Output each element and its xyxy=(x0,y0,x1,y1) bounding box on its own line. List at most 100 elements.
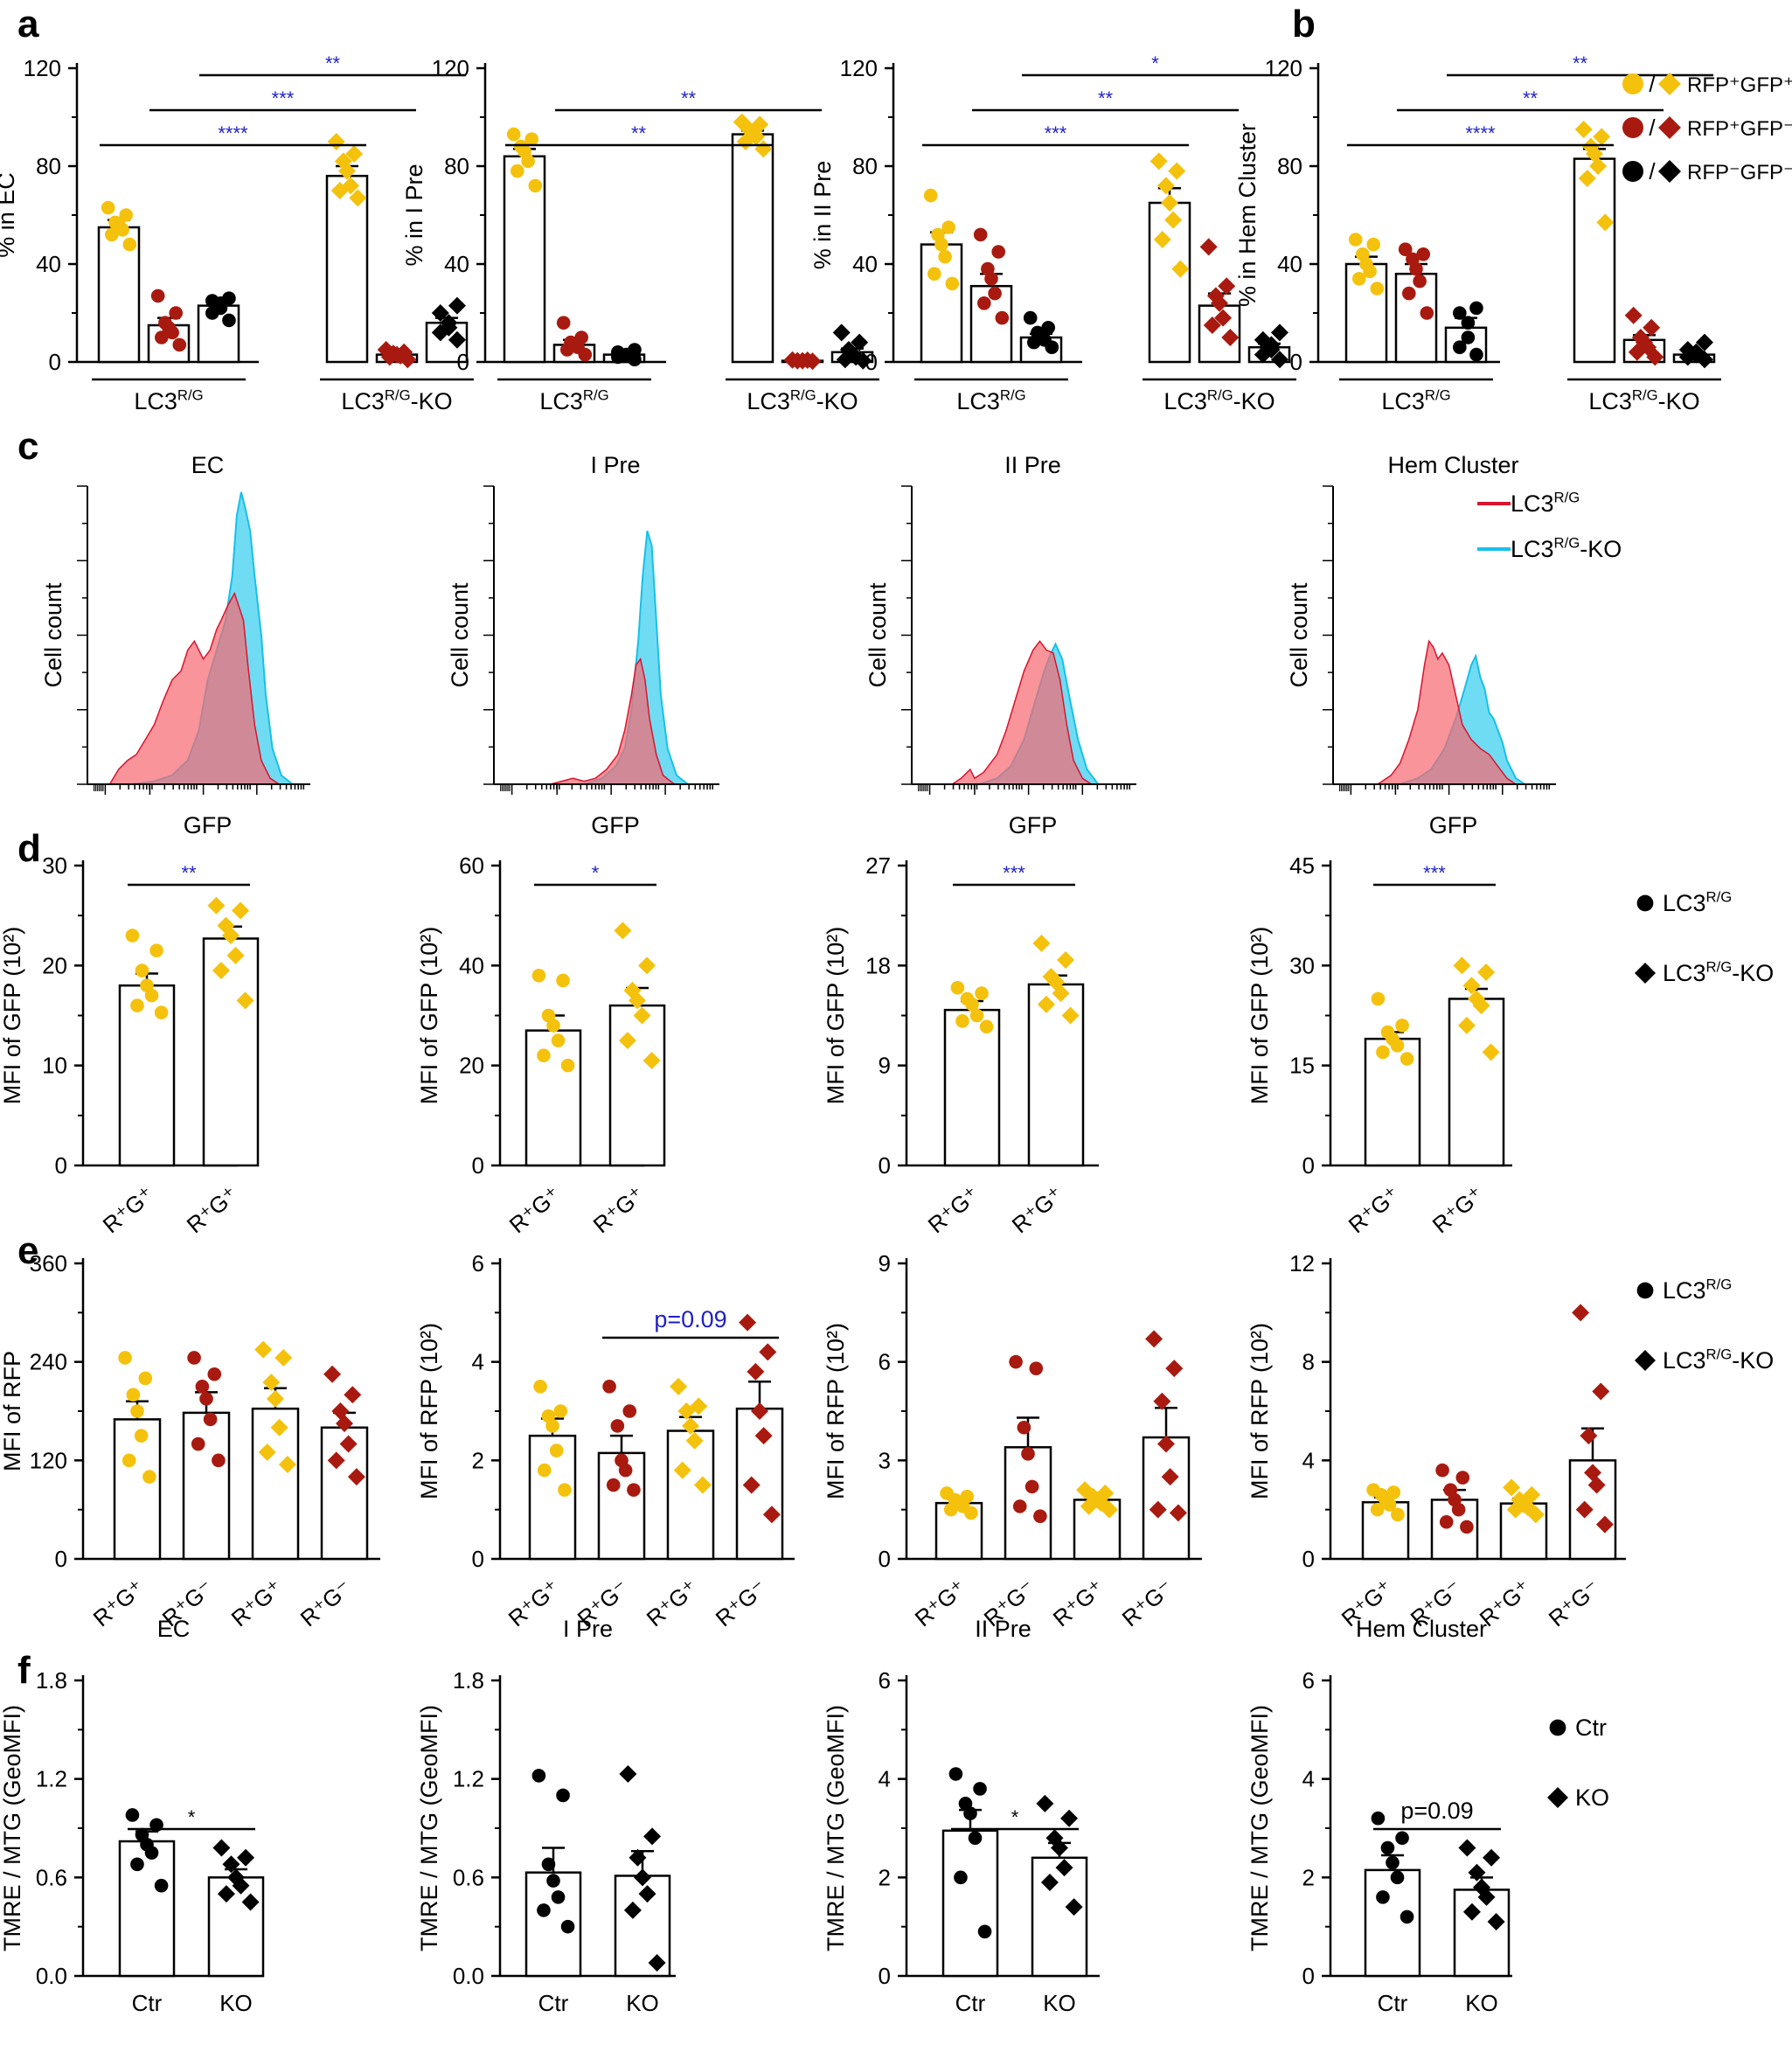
data-point xyxy=(342,177,360,195)
y-tick-label: 0 xyxy=(879,1546,891,1572)
histogram-ctrl xyxy=(1375,639,1518,785)
bar xyxy=(941,1829,999,1978)
y-tick-label: 1.2 xyxy=(36,1766,67,1792)
legend-marker xyxy=(1549,1719,1566,1736)
category-label: R⁺G⁻ xyxy=(295,1575,357,1632)
histogram-c3: II Pre GFP Cell count xyxy=(865,452,1136,838)
data-point xyxy=(627,1483,641,1497)
data-point xyxy=(1036,1794,1054,1812)
data-point xyxy=(327,1451,345,1470)
category-label: R⁺G⁺ xyxy=(504,1575,565,1632)
data-point xyxy=(564,335,578,350)
y-axis-label: MFI of RFP (10²) xyxy=(1247,1323,1273,1499)
chart-title: Hem Cluster xyxy=(1356,1616,1487,1642)
bar xyxy=(202,937,260,1167)
chart-title: Hem Cluster xyxy=(1387,452,1518,478)
bar xyxy=(320,1426,369,1561)
legend-label: RFP⁻GFP⁻ xyxy=(1687,161,1792,184)
data-point xyxy=(931,227,945,242)
y-tick-label: 0 xyxy=(472,1152,484,1179)
category-label: KO xyxy=(626,1990,659,2016)
legend-slash: / xyxy=(1649,71,1656,97)
data-point xyxy=(622,1404,637,1418)
data-point xyxy=(1462,1902,1481,1921)
bar xyxy=(1448,998,1505,1167)
chart-title: EC xyxy=(191,452,225,478)
data-point xyxy=(377,341,395,358)
significance-label: p=0.09 xyxy=(654,1306,726,1332)
y-tick-label: 12 xyxy=(1289,1250,1315,1276)
data-point xyxy=(991,245,1006,259)
panel-letter-b: b xyxy=(1292,3,1316,45)
y-tick-label: 4 xyxy=(879,1766,891,1792)
x-axis-label: GFP xyxy=(1009,812,1058,838)
legend-diamond xyxy=(1658,73,1681,95)
data-point xyxy=(1171,260,1190,278)
data-point xyxy=(1348,233,1363,247)
category-label: Ctr xyxy=(955,1990,986,2016)
data-point xyxy=(954,1870,968,1885)
y-axis-label: MFI of RFP xyxy=(0,1351,25,1471)
data-point xyxy=(751,1402,768,1420)
data-point xyxy=(1439,1514,1454,1529)
data-point xyxy=(832,323,851,342)
data-point xyxy=(344,1386,362,1404)
data-point xyxy=(955,1014,969,1028)
data-point xyxy=(1254,330,1272,349)
data-point xyxy=(349,189,367,207)
chart-b: 0 40 80 120 % in Hem Cluster LC3R/G LC3R/G-KO *… xyxy=(1234,52,1721,414)
data-point xyxy=(1487,1913,1505,1931)
data-point xyxy=(150,289,165,303)
y-axis-label: % in Hem Cluster xyxy=(1234,123,1261,307)
legend-slash: / xyxy=(1649,158,1656,184)
bar xyxy=(1394,272,1438,364)
data-point xyxy=(339,1435,358,1453)
y-tick-label: 20 xyxy=(42,952,67,978)
data-point xyxy=(941,220,956,234)
data-point xyxy=(1416,247,1431,261)
y-axis-label: TMRE / MTG (GeoMFI) xyxy=(823,1705,849,1951)
legend-label: LC3R/G xyxy=(1663,889,1732,916)
data-point xyxy=(1631,329,1650,346)
data-point xyxy=(1469,347,1483,362)
data-point xyxy=(618,1032,636,1050)
data-point xyxy=(212,1839,231,1857)
data-point xyxy=(187,1351,201,1365)
category-label: Ctr xyxy=(538,1990,569,2016)
data-point xyxy=(1461,316,1476,330)
y-tick-label: 0 xyxy=(457,349,469,375)
legend-diamond xyxy=(1658,160,1681,183)
data-point xyxy=(1024,1479,1039,1494)
data-point xyxy=(614,922,632,940)
chart-a2: 0 40 80 120 % in I Pre LC3R/G LC3R/G-KO ** ** xyxy=(401,55,879,414)
significance-label: *** xyxy=(1423,862,1446,884)
y-axis-label: % in I Pre xyxy=(401,163,427,266)
legend-slash: / xyxy=(1649,115,1656,141)
significance-label: ** xyxy=(325,52,341,74)
data-point xyxy=(948,1767,963,1781)
data-point xyxy=(988,286,1002,301)
legend-marker xyxy=(1636,894,1654,912)
y-tick-label: 40 xyxy=(852,251,878,277)
data-point xyxy=(673,1461,691,1479)
data-point xyxy=(1443,1483,1458,1497)
data-point xyxy=(1161,1468,1179,1486)
legend-marker xyxy=(1547,1787,1568,1808)
data-point xyxy=(610,1419,625,1433)
data-point xyxy=(940,1486,954,1500)
data-point xyxy=(638,1885,656,1903)
data-point xyxy=(531,1769,546,1783)
data-point xyxy=(960,1489,975,1504)
chart-d3: 0 9 18 27 MFI of GFP (10²) R⁺G⁺ R⁺G⁺ *** xyxy=(823,852,1099,1238)
legend-circle xyxy=(1622,73,1643,94)
data-point xyxy=(431,304,449,322)
data-point xyxy=(203,1412,218,1427)
data-point xyxy=(1390,1870,1405,1885)
significance-label: ** xyxy=(1098,87,1114,109)
data-point xyxy=(1032,934,1051,952)
data-point xyxy=(448,296,466,315)
significance-label: ** xyxy=(181,862,197,884)
chart-title: I Pre xyxy=(590,452,640,478)
data-point xyxy=(122,237,137,252)
bar xyxy=(524,1029,582,1167)
